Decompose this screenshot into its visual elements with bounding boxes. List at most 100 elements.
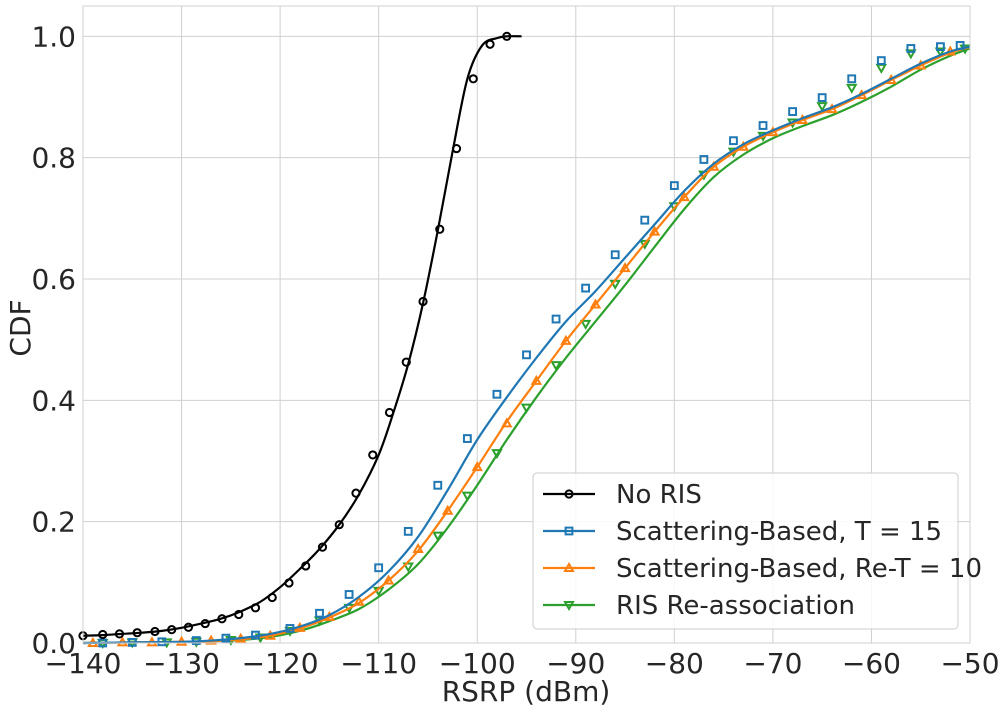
- series-line: [82, 45, 971, 645]
- x-tick-label: −50: [940, 647, 999, 680]
- data-point: [183, 622, 194, 632]
- y-tick-label: 0.0: [31, 627, 76, 660]
- data-point: [441, 504, 454, 515]
- data-point: [520, 403, 533, 414]
- data-point: [468, 74, 478, 84]
- data-point: [384, 407, 395, 418]
- legend: No RIS Scattering-Based, T = 15 Scattering…: [532, 472, 982, 630]
- data-point: [816, 102, 828, 113]
- data-point: [451, 143, 462, 154]
- y-tick-label: 0.6: [31, 263, 76, 296]
- y-tick-label: 0.2: [31, 506, 76, 539]
- data-point: [550, 361, 562, 372]
- legend-marker: [563, 561, 575, 572]
- data-point: [401, 357, 411, 367]
- x-tick-label: −80: [645, 647, 704, 680]
- y-tick-label: 0.4: [31, 384, 76, 417]
- data-point: [200, 618, 210, 629]
- data-point: [955, 41, 965, 50]
- y-tick-label: 1.0: [31, 20, 76, 53]
- data-point: [127, 637, 137, 647]
- legend-label: Scattering-Based, Re-T = 10: [616, 554, 982, 584]
- data-point: [382, 574, 395, 585]
- legend-item-ris-re-association: RIS Re-association: [543, 591, 855, 621]
- data-point: [157, 637, 167, 647]
- data-point: [669, 181, 679, 190]
- data-point: [221, 633, 231, 643]
- data-point: [639, 239, 651, 250]
- data-point: [492, 389, 502, 399]
- x-tick-label: −100: [439, 647, 516, 680]
- data-point: [234, 609, 244, 620]
- data-point: [934, 47, 947, 58]
- legend-marker: [564, 489, 574, 499]
- data-point: [285, 624, 295, 633]
- data-point: [250, 603, 261, 613]
- data-point: [699, 155, 709, 164]
- legend-box: [532, 472, 959, 630]
- data-point: [936, 42, 945, 52]
- x-tick-label: −120: [242, 647, 319, 680]
- x-tick-label: −60: [842, 647, 901, 680]
- data-point: [315, 608, 324, 618]
- data-point: [368, 450, 378, 460]
- legend-marker: [563, 601, 575, 612]
- data-point: [579, 319, 592, 330]
- data-point: [581, 283, 591, 293]
- data-point: [301, 561, 311, 571]
- data-point: [502, 31, 512, 41]
- plot-frame: [82, 5, 971, 644]
- data-point: [334, 520, 344, 530]
- data-point: [876, 56, 886, 66]
- x-tick-label: −70: [743, 647, 802, 680]
- data-point: [403, 526, 413, 536]
- series-scattering-based-t-15: [82, 41, 971, 648]
- data-point: [905, 49, 917, 60]
- data-point: [374, 563, 384, 573]
- data-point: [462, 434, 472, 443]
- x-tick-label: −110: [340, 647, 417, 680]
- data-point: [847, 74, 857, 84]
- data-point: [344, 590, 354, 599]
- data-point: [114, 629, 125, 639]
- data-point: [729, 136, 738, 146]
- series-scattering-based-re-t-10: [82, 45, 971, 647]
- legend-item-scattering-based-t-15: Scattering-Based, T = 15: [543, 517, 942, 547]
- x-tick-label: −140: [45, 647, 122, 680]
- data-point: [758, 121, 768, 130]
- data-point: [501, 417, 513, 428]
- data-point: [217, 614, 227, 624]
- data-point: [284, 578, 294, 588]
- data-point: [191, 636, 201, 645]
- data-point: [150, 626, 160, 637]
- data-point: [98, 629, 108, 640]
- y-tick-labels: 0.0 0.2 0.4 0.6 0.8 1.0: [31, 20, 76, 660]
- data-point: [418, 296, 428, 307]
- data-point: [560, 334, 572, 345]
- x-tick-labels: −140 −130 −120 −110 −100 −90 −80 −70 −60 −50: [45, 647, 1000, 680]
- data-point: [132, 628, 142, 638]
- data-point: [610, 250, 620, 260]
- data-point: [678, 191, 690, 202]
- data-point: [353, 595, 365, 606]
- x-tick-label: −90: [546, 647, 605, 680]
- y-axis-label: CDF: [4, 299, 37, 356]
- data-point: [433, 480, 443, 490]
- data-point: [788, 107, 798, 116]
- y-tick-label: 0.8: [31, 142, 76, 175]
- data-point: [251, 630, 260, 640]
- data-point: [267, 592, 277, 603]
- data-point: [402, 562, 414, 573]
- data-point: [412, 542, 424, 553]
- data-point: [167, 625, 177, 635]
- data-point: [491, 449, 503, 460]
- data-point: [906, 44, 916, 53]
- data-point: [530, 374, 543, 385]
- data-point: [619, 262, 631, 273]
- data-point: [435, 224, 445, 234]
- data-point: [351, 488, 361, 498]
- legend-label: RIS Re-association: [616, 591, 855, 621]
- series-no-ris: [78, 31, 522, 641]
- legend-label: No RIS: [616, 480, 702, 510]
